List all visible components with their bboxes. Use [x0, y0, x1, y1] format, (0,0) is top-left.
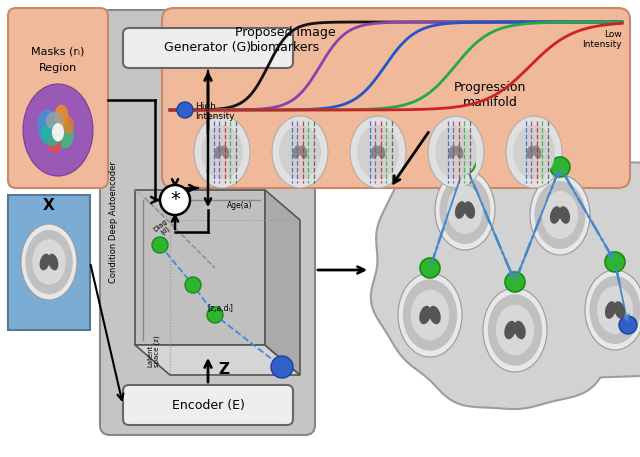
Circle shape [619, 316, 637, 334]
Ellipse shape [506, 116, 562, 188]
Ellipse shape [435, 125, 477, 179]
FancyBboxPatch shape [100, 10, 315, 435]
Text: [z,a,dᵢ]: [z,a,dᵢ] [207, 303, 233, 313]
Ellipse shape [455, 201, 466, 219]
Ellipse shape [496, 305, 534, 355]
Text: Z: Z [218, 362, 229, 377]
Ellipse shape [605, 301, 616, 319]
Ellipse shape [440, 176, 490, 244]
Ellipse shape [398, 273, 462, 357]
FancyBboxPatch shape [162, 8, 630, 188]
Polygon shape [135, 345, 300, 375]
Ellipse shape [585, 270, 640, 350]
Text: Encoder (E): Encoder (E) [172, 399, 244, 411]
Ellipse shape [23, 84, 93, 176]
Text: Latent
space (z): Latent space (z) [147, 335, 161, 367]
Ellipse shape [449, 145, 457, 159]
Ellipse shape [48, 254, 58, 271]
Ellipse shape [464, 201, 475, 219]
Circle shape [152, 237, 168, 253]
Ellipse shape [403, 279, 457, 351]
Circle shape [420, 258, 440, 278]
Ellipse shape [32, 239, 66, 285]
Text: Region: Region [39, 63, 77, 73]
Ellipse shape [54, 105, 68, 128]
Text: Age(a): Age(a) [227, 201, 253, 209]
Ellipse shape [299, 145, 308, 159]
Ellipse shape [435, 170, 495, 250]
Ellipse shape [40, 123, 61, 146]
Ellipse shape [530, 175, 590, 255]
Ellipse shape [483, 288, 547, 372]
Ellipse shape [542, 191, 578, 239]
Ellipse shape [419, 306, 431, 324]
Text: Proposed image
biomarkers: Proposed image biomarkers [235, 26, 335, 54]
Circle shape [271, 356, 293, 378]
Ellipse shape [279, 125, 321, 179]
Ellipse shape [221, 145, 230, 159]
Ellipse shape [513, 125, 555, 179]
Ellipse shape [447, 186, 483, 234]
Text: Condition Deep Autoencoder: Condition Deep Autoencoder [109, 161, 118, 283]
Text: Diag
(d): Diag (d) [152, 218, 173, 238]
Ellipse shape [377, 145, 385, 159]
Circle shape [177, 102, 193, 118]
Ellipse shape [614, 301, 625, 319]
FancyBboxPatch shape [123, 385, 293, 425]
Ellipse shape [504, 321, 516, 339]
Circle shape [455, 154, 475, 174]
Circle shape [185, 277, 201, 293]
Ellipse shape [559, 206, 570, 224]
Ellipse shape [357, 125, 399, 179]
FancyBboxPatch shape [123, 28, 293, 68]
Ellipse shape [214, 145, 223, 159]
Ellipse shape [428, 116, 484, 188]
Ellipse shape [47, 135, 61, 153]
Text: Generator (G): Generator (G) [164, 42, 252, 54]
Text: X: X [43, 197, 55, 213]
Ellipse shape [52, 123, 64, 142]
Ellipse shape [534, 181, 586, 249]
Text: High
Intensity: High Intensity [195, 102, 235, 122]
Ellipse shape [411, 290, 449, 340]
Text: *: * [170, 191, 180, 209]
Ellipse shape [194, 116, 250, 188]
Text: Masks (rᵢ): Masks (rᵢ) [31, 47, 84, 57]
Ellipse shape [550, 206, 561, 224]
Ellipse shape [350, 116, 406, 188]
Bar [8, 195, 90, 330]
Ellipse shape [371, 145, 379, 159]
Ellipse shape [527, 145, 535, 159]
Bar [135, 190, 265, 345]
Text: Progression
manifold: Progression manifold [454, 81, 526, 109]
Ellipse shape [589, 276, 640, 344]
Circle shape [605, 252, 625, 272]
Polygon shape [265, 190, 300, 375]
Ellipse shape [597, 286, 633, 334]
Ellipse shape [514, 321, 525, 339]
Ellipse shape [429, 306, 441, 324]
Ellipse shape [201, 125, 243, 179]
Ellipse shape [292, 145, 301, 159]
Circle shape [505, 272, 525, 292]
Ellipse shape [56, 121, 74, 149]
Ellipse shape [533, 145, 541, 159]
Ellipse shape [63, 116, 74, 135]
Ellipse shape [455, 145, 463, 159]
Ellipse shape [40, 254, 50, 271]
FancyBboxPatch shape [8, 8, 108, 188]
Circle shape [550, 157, 570, 177]
Ellipse shape [37, 109, 58, 142]
Ellipse shape [272, 116, 328, 188]
Ellipse shape [25, 230, 73, 294]
Text: Low
Intensity: Low Intensity [582, 30, 622, 49]
Ellipse shape [45, 112, 63, 130]
Circle shape [207, 307, 223, 323]
Ellipse shape [488, 294, 542, 366]
Polygon shape [371, 129, 640, 409]
Ellipse shape [21, 224, 77, 300]
Circle shape [160, 185, 190, 215]
